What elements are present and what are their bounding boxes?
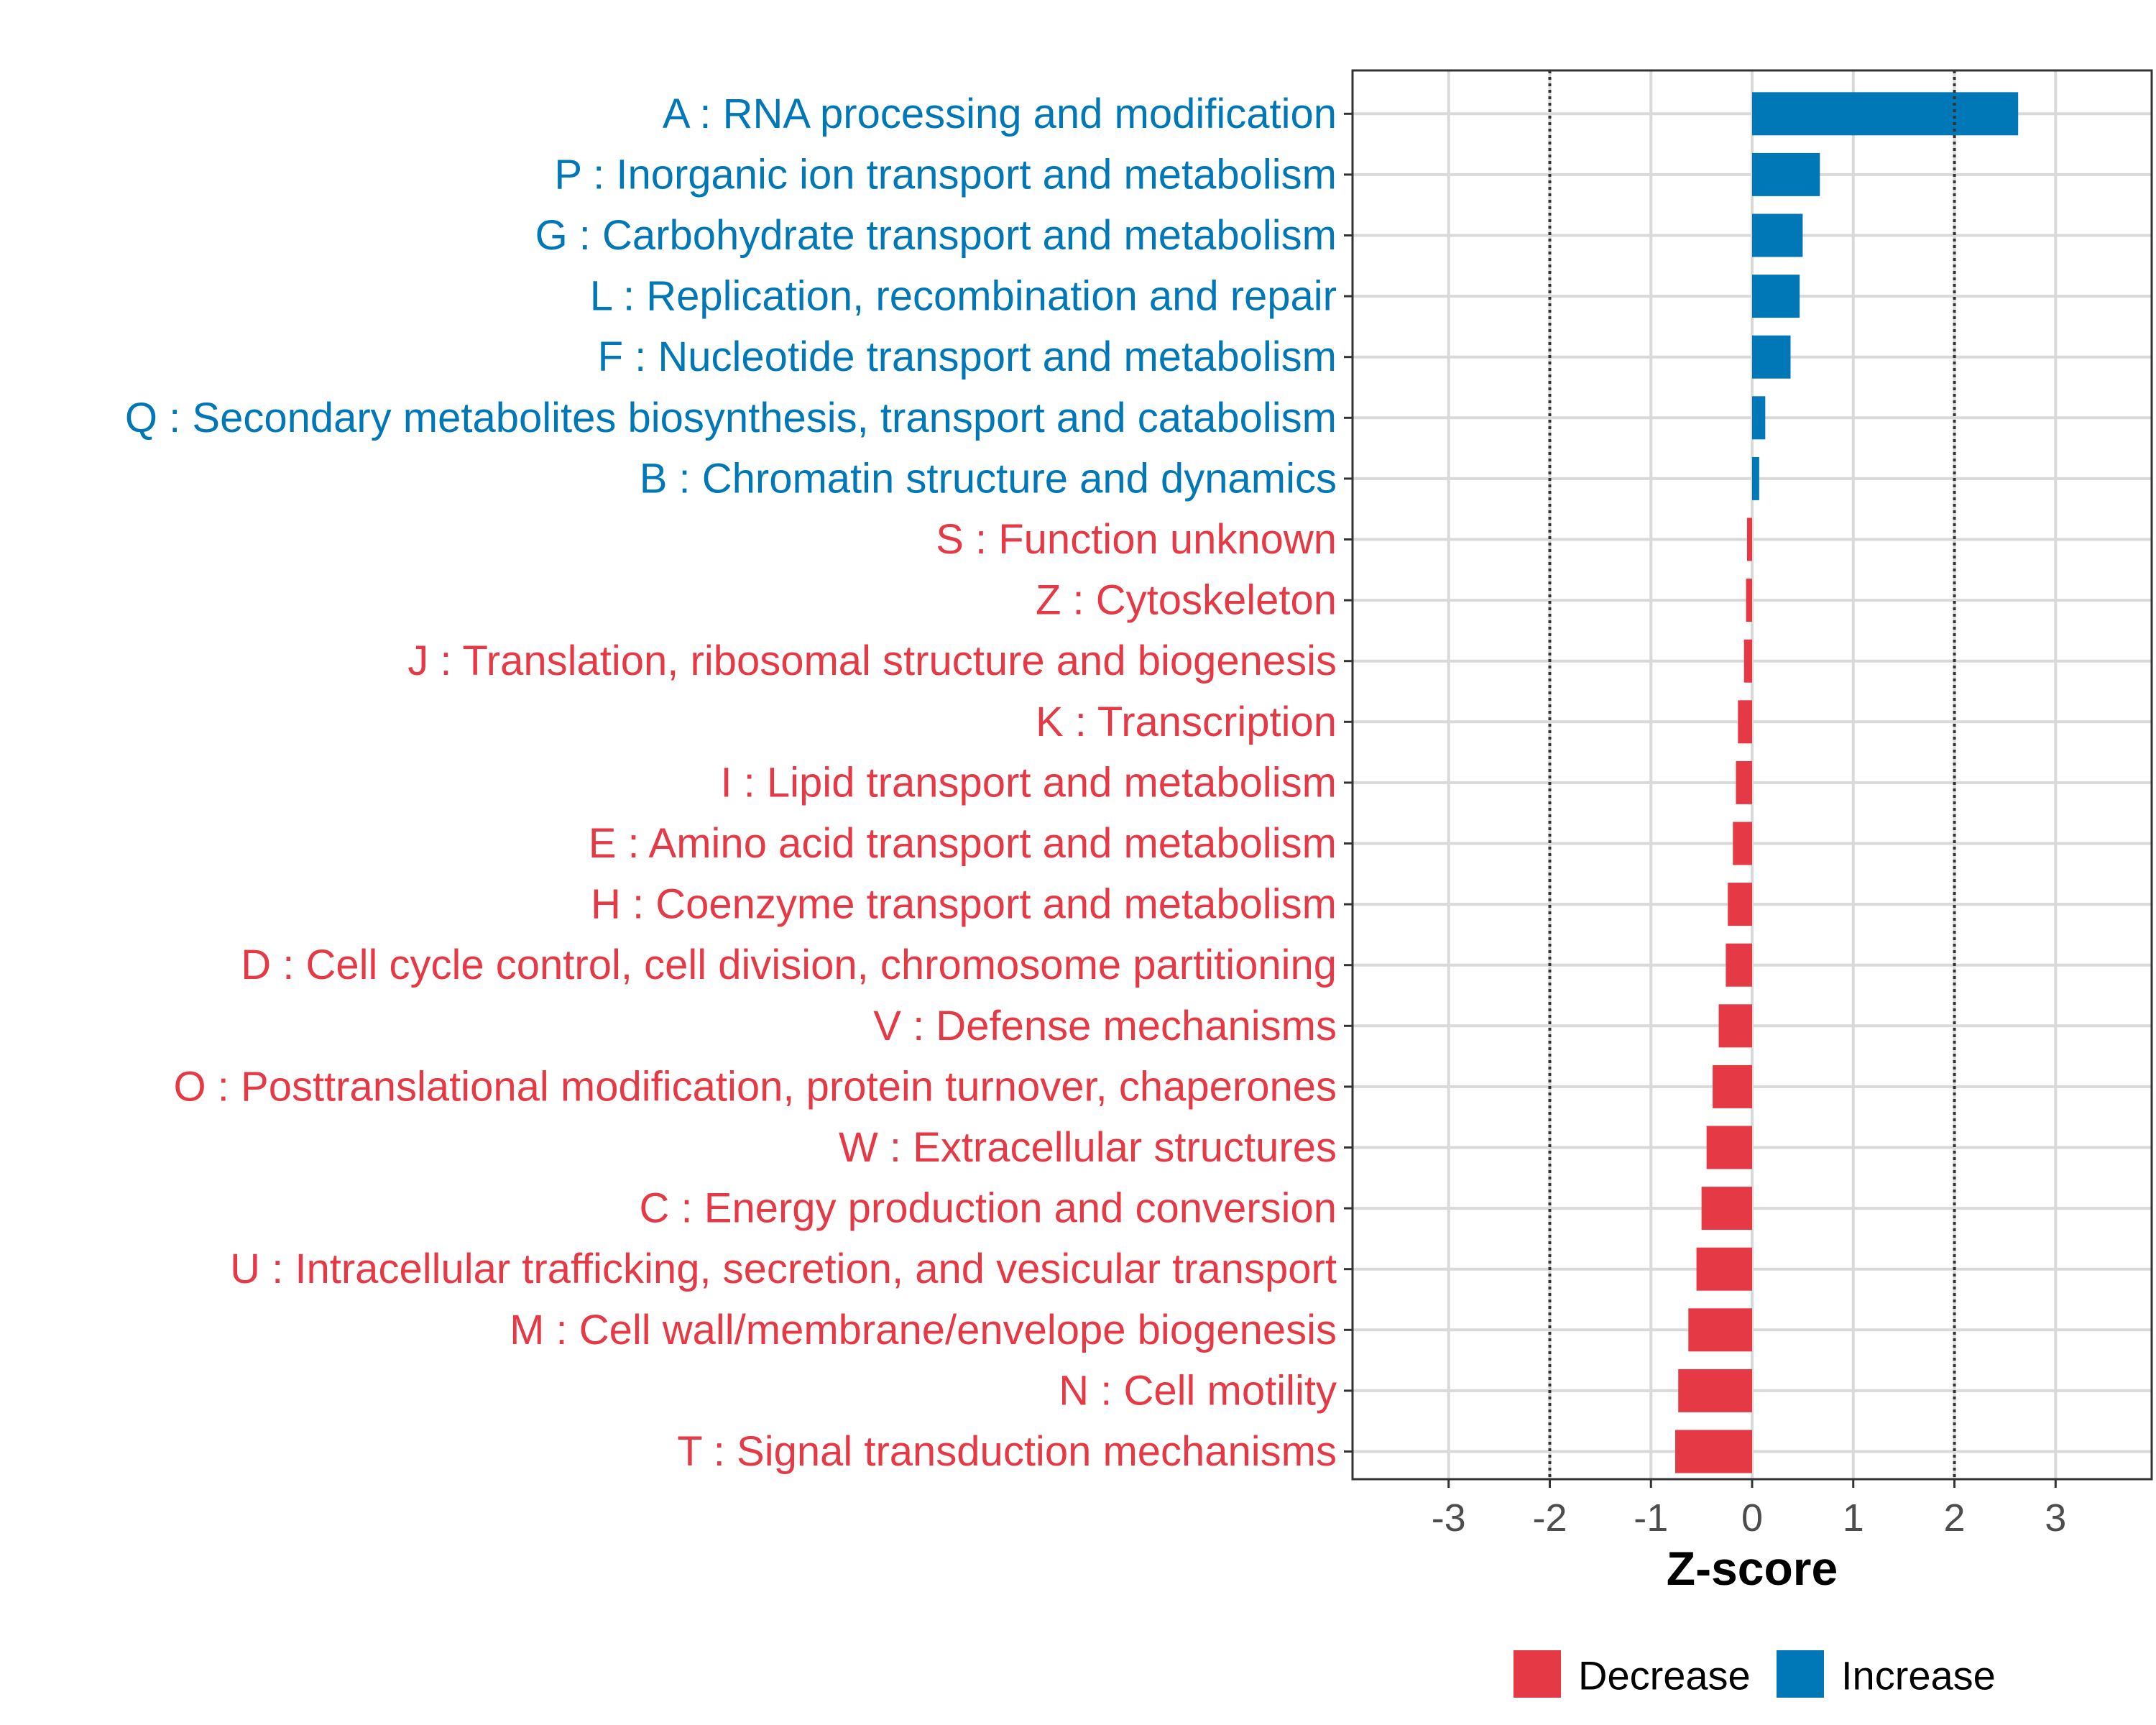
bar-increase xyxy=(1752,456,1759,500)
category-label: O : Posttranslational modification, prot… xyxy=(174,1063,1337,1110)
bar-decrease xyxy=(1706,1126,1752,1169)
x-axis: -3 -2 -1 0 1 2 3 xyxy=(1432,1479,2066,1540)
category-label: K : Transcription xyxy=(1036,699,1337,745)
bar-decrease xyxy=(1728,883,1752,926)
bar-decrease xyxy=(1733,822,1752,865)
bar-decrease xyxy=(1688,1308,1752,1352)
bar-increase xyxy=(1752,335,1791,379)
category-label: E : Amino acid transport and metabolism xyxy=(589,820,1337,867)
y-axis: A : RNA processing and modification P : I… xyxy=(125,91,1353,1475)
bars xyxy=(1675,92,2019,1473)
category-label: G : Carbohydrate transport and metabolis… xyxy=(535,212,1337,259)
bar-decrease xyxy=(1678,1368,1752,1412)
bar-increase xyxy=(1752,213,1803,257)
bar-decrease xyxy=(1675,1430,1752,1473)
category-label: F : Nucleotide transport and metabolism xyxy=(598,334,1337,380)
x-tick-label: 2 xyxy=(1943,1496,1965,1540)
category-label: J : Translation, ribosomal structure and… xyxy=(407,638,1337,684)
bar-increase xyxy=(1752,275,1800,318)
reference-lines xyxy=(1548,70,1956,1479)
legend-swatch-decrease xyxy=(1514,1650,1561,1698)
category-label: P : Inorganic ion transport and metaboli… xyxy=(554,151,1337,198)
bar-increase xyxy=(1752,152,1820,196)
x-tick-label: 0 xyxy=(1741,1496,1763,1540)
bar-decrease xyxy=(1696,1247,1752,1291)
category-label: T : Signal transduction mechanisms xyxy=(677,1428,1337,1475)
category-label: I : Lipid transport and metabolism xyxy=(720,759,1337,806)
x-tick-label: -1 xyxy=(1634,1496,1668,1540)
bar-decrease xyxy=(1746,518,1752,561)
bar-decrease xyxy=(1701,1187,1752,1230)
bar-decrease xyxy=(1726,943,1752,987)
category-label: S : Function unknown xyxy=(936,516,1337,563)
bar-decrease xyxy=(1746,579,1752,622)
x-tick-label: 1 xyxy=(1843,1496,1864,1540)
category-label: Z : Cytoskeleton xyxy=(1036,577,1337,624)
x-tick-label: 3 xyxy=(2045,1496,2066,1540)
legend-label: Increase xyxy=(1841,1653,1996,1698)
bar-increase xyxy=(1752,396,1766,440)
category-label: U : Intracellular trafficking, secretion… xyxy=(230,1246,1337,1292)
category-label: D : Cell cycle control, cell division, c… xyxy=(241,942,1337,988)
category-label: Q : Secondary metabolites biosynthesis, … xyxy=(125,395,1337,441)
category-label: V : Defense mechanisms xyxy=(873,1003,1337,1049)
legend-label: Decrease xyxy=(1578,1653,1751,1698)
legend: Decrease Increase xyxy=(1514,1650,1996,1698)
bar-decrease xyxy=(1743,639,1752,683)
bar-increase xyxy=(1752,92,2019,136)
category-label: C : Energy production and conversion xyxy=(640,1185,1337,1232)
bar-decrease xyxy=(1718,1004,1752,1048)
category-label: A : RNA processing and modification xyxy=(663,91,1337,137)
legend-swatch-increase xyxy=(1777,1650,1824,1698)
category-label: W : Extracellular structures xyxy=(839,1124,1337,1171)
bar-decrease xyxy=(1738,700,1752,744)
category-label: M : Cell wall/membrane/envelope biogenes… xyxy=(510,1307,1337,1353)
x-axis-title: Z-score xyxy=(1667,1542,1838,1595)
x-tick-label: -2 xyxy=(1532,1496,1567,1540)
bar-decrease xyxy=(1713,1064,1752,1108)
x-tick-label: -3 xyxy=(1432,1496,1466,1540)
bar-decrease xyxy=(1736,760,1752,804)
category-label: L : Replication, recombination and repai… xyxy=(590,273,1337,320)
category-label: N : Cell motility xyxy=(1059,1367,1337,1414)
category-label: H : Coenzyme transport and metabolism xyxy=(591,881,1337,928)
category-label: B : Chromatin structure and dynamics xyxy=(640,455,1337,502)
